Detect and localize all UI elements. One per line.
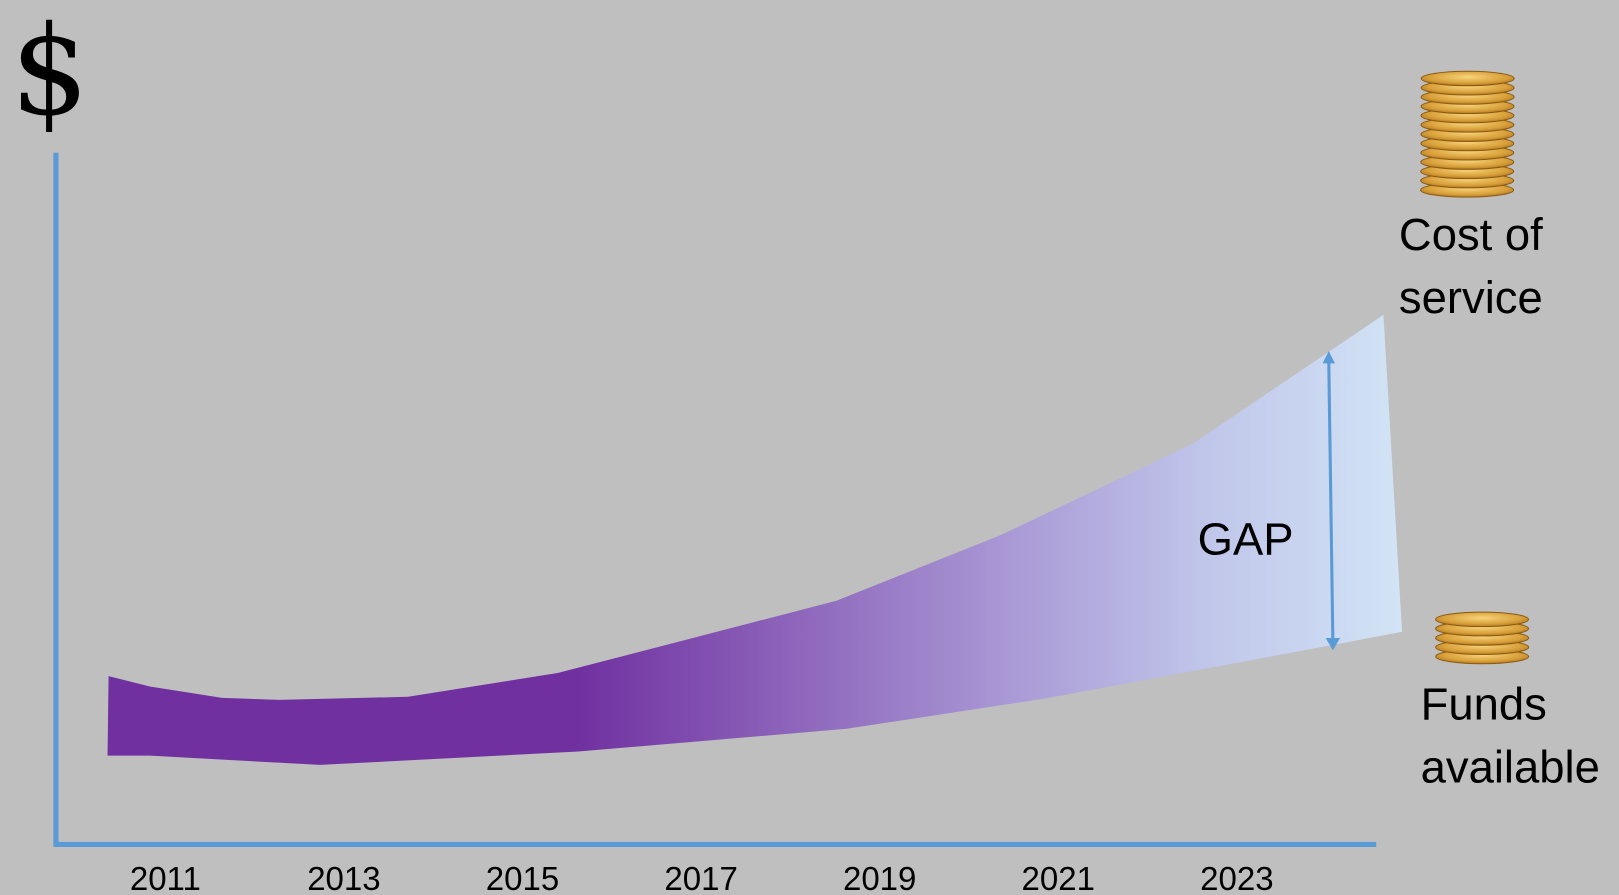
x-tick-label: 2023 bbox=[1200, 860, 1273, 895]
y-axis-label: $ bbox=[10, 0, 89, 144]
coin bbox=[1436, 612, 1529, 626]
cost-label: Cost of bbox=[1399, 209, 1543, 260]
slide: $ GAP Cost of service Funds available 20… bbox=[0, 0, 1619, 895]
funds-label: Funds bbox=[1421, 679, 1547, 730]
x-tick-label: 2011 bbox=[130, 860, 201, 895]
gap-label: GAP bbox=[1198, 513, 1294, 564]
x-tick-label: 2017 bbox=[664, 860, 737, 895]
page: $ GAP Cost of service Funds available 20… bbox=[0, 0, 1619, 895]
cost-label: service bbox=[1399, 272, 1543, 323]
x-tick-label: 2013 bbox=[307, 860, 380, 895]
coin-stack-small bbox=[1436, 612, 1529, 664]
x-tick-label: 2019 bbox=[843, 860, 916, 895]
funds-label: available bbox=[1421, 741, 1600, 792]
coin bbox=[1421, 71, 1514, 85]
x-tick-label: 2021 bbox=[1022, 860, 1095, 895]
coin-stack-large bbox=[1421, 71, 1515, 197]
x-tick-label: 2015 bbox=[486, 860, 559, 895]
